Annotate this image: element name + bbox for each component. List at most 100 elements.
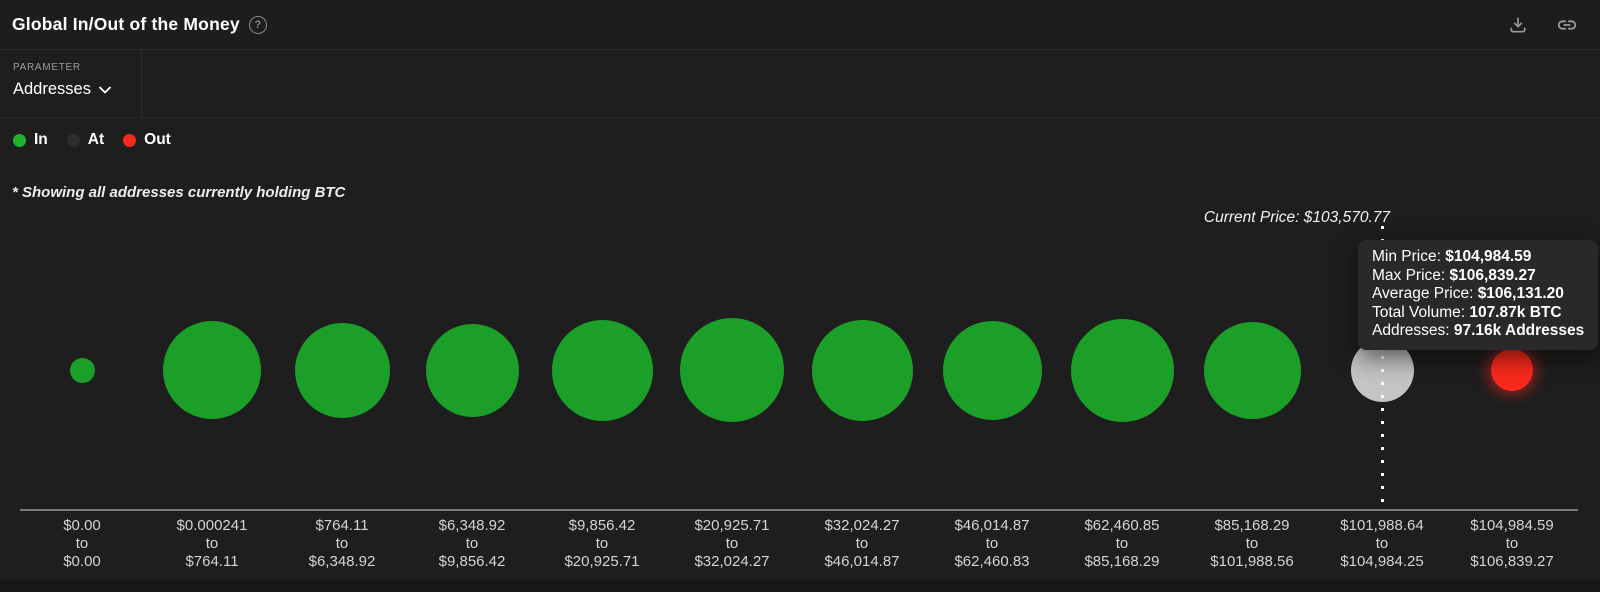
tick-from-value: $0.000241 bbox=[176, 517, 248, 534]
x-tick-label-11: $104,984.59 to $106,839.27 bbox=[1447, 517, 1577, 571]
bubble-in-6[interactable] bbox=[811, 319, 913, 421]
tooltip-row-label: Min Price: bbox=[1372, 248, 1446, 265]
x-tick-label-2: $764.11 to $6,348.92 bbox=[277, 517, 407, 571]
tick-to-value: $32,024.27 bbox=[694, 553, 770, 570]
chevron-down-icon bbox=[99, 86, 111, 94]
legend-item-at[interactable]: At bbox=[66, 131, 105, 149]
tick-to-value: $62,460.83 bbox=[954, 553, 1030, 570]
bubble-in-7[interactable] bbox=[942, 320, 1042, 420]
x-tick-label-10: $101,988.64 to $104,984.25 bbox=[1317, 517, 1447, 571]
tick-to-value: $6,348.92 bbox=[308, 553, 376, 570]
bubble-in-0[interactable] bbox=[69, 357, 95, 383]
tick-to-value: $104,984.25 bbox=[1340, 553, 1424, 570]
tick-to-word: to bbox=[725, 535, 739, 552]
legend-item-in[interactable]: In bbox=[13, 131, 48, 149]
tooltip-row-value: $106,131.20 bbox=[1477, 285, 1564, 303]
tick-to-word: to bbox=[1245, 535, 1259, 552]
tick-to-word: to bbox=[1505, 535, 1519, 552]
tick-to-word: to bbox=[1375, 535, 1389, 552]
legend-item-out[interactable]: Out bbox=[123, 131, 171, 149]
tick-to-value: $764.11 bbox=[185, 553, 239, 570]
tick-from-value: $62,460.85 bbox=[1084, 517, 1160, 534]
x-tick-label-9: $85,168.29 to $101,988.56 bbox=[1187, 517, 1317, 571]
x-tick-label-0: $0.00 to $0.00 bbox=[17, 517, 147, 571]
header-actions bbox=[1508, 14, 1578, 36]
tick-to-word: to bbox=[205, 535, 219, 552]
legend-dot-icon bbox=[123, 133, 137, 147]
download-icon[interactable] bbox=[1508, 15, 1528, 35]
tick-from-value: $32,024.27 bbox=[824, 517, 900, 534]
tick-to-word: to bbox=[595, 535, 609, 552]
legend-label: At bbox=[87, 131, 105, 148]
current-price-label: Current Price: $103,570.77 bbox=[1203, 209, 1390, 226]
tick-to-word: to bbox=[75, 535, 89, 552]
legend-label: Out bbox=[144, 131, 171, 148]
x-tick-label-6: $32,024.27 to $46,014.87 bbox=[797, 517, 927, 571]
help-icon[interactable]: ? bbox=[248, 15, 267, 34]
tick-to-value: $0.00 bbox=[63, 553, 101, 570]
tick-to-word: to bbox=[465, 535, 479, 552]
tick-from-value: $101,988.64 bbox=[1340, 517, 1424, 534]
tick-from-value: $20,925.71 bbox=[694, 517, 770, 534]
parameter-panel: PARAMETER Addresses bbox=[0, 50, 1600, 118]
tick-from-value: $764.11 bbox=[315, 517, 369, 534]
tick-to-value: $101,988.56 bbox=[1210, 553, 1294, 570]
link-icon[interactable] bbox=[1556, 14, 1578, 36]
bubble-in-3[interactable] bbox=[425, 323, 519, 417]
tooltip-row-label: Average Price: bbox=[1372, 285, 1478, 303]
tooltip-row: Addresses: 97.16k Addresses bbox=[1372, 322, 1584, 341]
tooltip-row: Total Volume: 107.87k BTC bbox=[1372, 304, 1584, 323]
x-tick-label-1: $0.000241 to $764.11 bbox=[147, 517, 277, 571]
tick-from-value: $6,348.92 bbox=[438, 517, 506, 534]
chart-note: * Showing all addresses currently holdin… bbox=[12, 184, 346, 201]
tick-to-value: $85,168.29 bbox=[1084, 553, 1160, 570]
tick-from-value: $46,014.87 bbox=[954, 517, 1030, 534]
parameter-dropdown[interactable]: Addresses bbox=[13, 80, 141, 99]
tick-to-word: to bbox=[1115, 535, 1129, 552]
x-tick-label-5: $20,925.71 to $32,024.27 bbox=[667, 517, 797, 571]
tick-from-value: $104,984.59 bbox=[1470, 517, 1554, 534]
page-title: Global In/Out of the Money bbox=[12, 14, 240, 34]
tick-from-value: $0.00 bbox=[63, 517, 101, 534]
x-tick-label-7: $46,014.87 to $62,460.83 bbox=[927, 517, 1057, 571]
legend-label: In bbox=[34, 131, 48, 148]
tooltip-row-value: $106,839.27 bbox=[1449, 266, 1536, 284]
bubble-in-9[interactable] bbox=[1203, 321, 1301, 419]
tooltip-row-value: 97.16k Addresses bbox=[1453, 322, 1585, 340]
bubble-in-8[interactable] bbox=[1070, 318, 1174, 422]
tooltip-row-value: 107.87k BTC bbox=[1469, 303, 1562, 321]
legend-dot-icon bbox=[66, 133, 80, 147]
bubble-in-2[interactable] bbox=[294, 322, 390, 418]
current-price-marker bbox=[1381, 226, 1384, 509]
tick-from-value: $85,168.29 bbox=[1214, 517, 1290, 534]
tick-from-value: $9,856.42 bbox=[568, 517, 636, 534]
tooltip-row-value: $104,984.59 bbox=[1445, 248, 1532, 265]
tick-to-value: $20,925.71 bbox=[564, 553, 640, 570]
x-tick-label-8: $62,460.85 to $85,168.29 bbox=[1057, 517, 1187, 571]
bottom-strip bbox=[0, 580, 1600, 592]
x-tick-label-3: $6,348.92 to $9,856.42 bbox=[407, 517, 537, 571]
tooltip-row-label: Addresses: bbox=[1372, 322, 1454, 340]
parameter-label: PARAMETER bbox=[13, 62, 81, 73]
widget-header: Global In/Out of the Money ? bbox=[0, 0, 1600, 50]
bubble-in-1[interactable] bbox=[163, 321, 261, 419]
bubble-tooltip: Min Price: $104,984.59 Max Price: $106,83… bbox=[1358, 240, 1599, 350]
bubble-out-11[interactable] bbox=[1491, 349, 1533, 391]
x-axis-line bbox=[20, 509, 1578, 511]
legend: In At Out bbox=[0, 118, 1600, 163]
bubble-in-5[interactable] bbox=[680, 318, 784, 422]
x-tick-label-4: $9,856.42 to $20,925.71 bbox=[537, 517, 667, 571]
tick-to-word: to bbox=[855, 535, 869, 552]
tick-to-value: $106,839.27 bbox=[1470, 553, 1554, 570]
parameter-selected-value: Addresses bbox=[13, 80, 91, 98]
parameter-cell: PARAMETER Addresses bbox=[0, 50, 142, 117]
tooltip-row: Max Price: $106,839.27 bbox=[1372, 267, 1584, 286]
tick-to-value: $9,856.42 bbox=[438, 553, 506, 570]
tick-to-word: to bbox=[985, 535, 999, 552]
tooltip-row: Min Price: $104,984.59 bbox=[1372, 248, 1584, 267]
bubble-in-4[interactable] bbox=[551, 319, 653, 421]
tooltip-row: Average Price: $106,131.20 bbox=[1372, 285, 1584, 304]
legend-dot-icon bbox=[13, 133, 26, 147]
